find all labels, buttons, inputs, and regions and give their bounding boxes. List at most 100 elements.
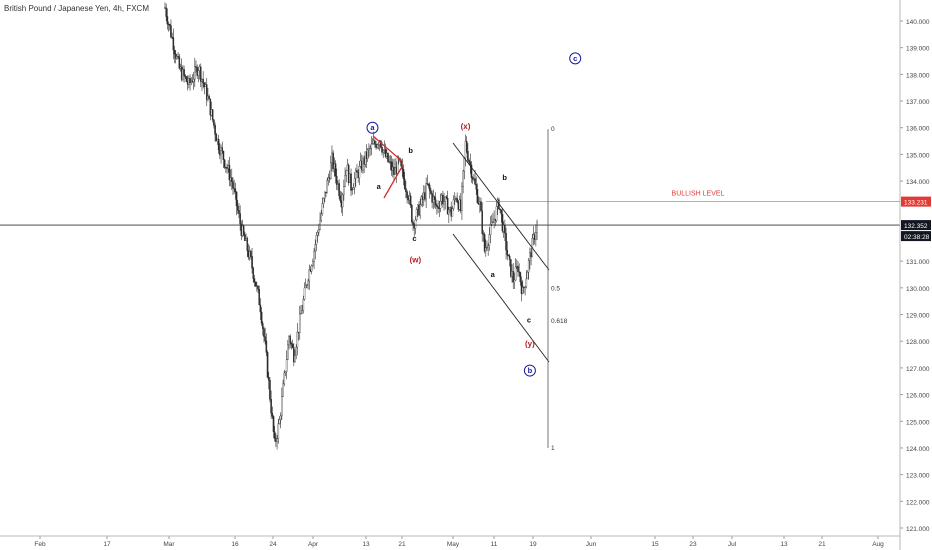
wave-circle bbox=[523, 364, 536, 377]
candle-body bbox=[200, 66, 202, 82]
candle-body bbox=[265, 340, 268, 353]
x-tick-label: May bbox=[447, 541, 460, 548]
wave-red-label: (x) bbox=[461, 122, 471, 131]
candle-body bbox=[246, 238, 249, 251]
candle-body bbox=[353, 178, 356, 188]
candle-body bbox=[287, 344, 289, 360]
channel-lower-line bbox=[452, 233, 550, 363]
y-tick-label: 130.000 bbox=[906, 286, 930, 293]
candle-body bbox=[456, 198, 458, 203]
candle-body bbox=[355, 170, 357, 179]
candle-body bbox=[222, 151, 225, 160]
candlesticks bbox=[164, 2, 538, 450]
candle-body bbox=[437, 206, 439, 209]
candle-body bbox=[344, 175, 346, 187]
candle-body bbox=[278, 419, 281, 424]
candle-body bbox=[382, 150, 385, 153]
x-tick-label: 15 bbox=[651, 541, 659, 548]
candle-body bbox=[381, 146, 383, 153]
wave-black-label: b bbox=[408, 146, 413, 155]
candle-body bbox=[320, 213, 322, 221]
candle-body bbox=[217, 139, 220, 151]
candle-body bbox=[166, 16, 169, 25]
candle-body bbox=[475, 184, 478, 190]
candle-body bbox=[314, 244, 317, 252]
candle-body bbox=[425, 183, 427, 200]
candle-body bbox=[482, 233, 485, 235]
fib-level-label: 1 bbox=[551, 445, 555, 452]
x-tick-label: 24 bbox=[269, 541, 277, 548]
candle-body bbox=[318, 229, 320, 233]
candle-body bbox=[304, 285, 307, 289]
y-tick-label: 138.000 bbox=[906, 72, 930, 79]
candle-body bbox=[300, 313, 302, 315]
candle-body bbox=[324, 191, 326, 199]
candle-body bbox=[452, 199, 455, 209]
candle-body bbox=[443, 201, 445, 205]
candle-body bbox=[215, 134, 218, 142]
candle-body bbox=[352, 187, 355, 190]
candle-body bbox=[434, 199, 437, 206]
candle-body bbox=[254, 281, 257, 287]
candle-body bbox=[341, 194, 344, 208]
candle-body bbox=[519, 272, 522, 283]
candle-body bbox=[499, 208, 501, 210]
x-tick-label: 23 bbox=[689, 541, 697, 548]
candle-body bbox=[294, 354, 296, 363]
candle-body bbox=[273, 431, 276, 439]
wave-black-label: b bbox=[502, 173, 507, 182]
candle-body bbox=[518, 271, 520, 273]
y-tick-label: 131.000 bbox=[906, 259, 930, 266]
candle-body bbox=[487, 245, 489, 248]
candle-body bbox=[170, 25, 172, 38]
candle-body bbox=[185, 76, 188, 82]
candle-body bbox=[315, 235, 318, 245]
candle-body bbox=[376, 144, 379, 148]
candle-body bbox=[231, 177, 233, 182]
candle-body bbox=[505, 232, 507, 251]
candle-body bbox=[276, 438, 278, 442]
candle-body bbox=[468, 160, 470, 163]
wave-black-label: c bbox=[527, 316, 531, 325]
candle-body bbox=[236, 205, 239, 211]
candle-body bbox=[189, 78, 191, 83]
y-tick-label: 128.000 bbox=[906, 339, 930, 346]
candle-body bbox=[306, 284, 308, 286]
candle-body bbox=[270, 399, 272, 414]
candle-body bbox=[368, 148, 370, 151]
y-axis: 121.000 122.000 123.000 124.000 125.000 126.0… bbox=[900, 19, 930, 533]
wave-circle-label: a bbox=[370, 123, 375, 132]
candle-body bbox=[371, 143, 374, 145]
candle-body bbox=[269, 380, 271, 400]
candle-body bbox=[301, 310, 303, 314]
countdown-tag-label: 02:38:28 bbox=[904, 234, 930, 241]
candle-body bbox=[208, 95, 210, 100]
candle-body bbox=[221, 147, 224, 152]
candle-body bbox=[535, 232, 537, 240]
candle-body bbox=[183, 69, 185, 76]
candle-body bbox=[517, 266, 519, 272]
candle-body bbox=[428, 185, 431, 191]
candle-body bbox=[285, 359, 288, 372]
candle-body bbox=[307, 280, 309, 286]
candle-body bbox=[504, 224, 506, 234]
wave-labels: 0 0.5 0.618 1 a b c (w) (x) (y) a b c a b c bbox=[366, 52, 582, 452]
x-tick-label: 21 bbox=[818, 541, 826, 548]
x-tick-label: Apr bbox=[308, 541, 319, 548]
candle-body bbox=[258, 289, 260, 306]
candle-body bbox=[469, 161, 472, 166]
wave-black-label: a bbox=[491, 270, 496, 279]
candle-body bbox=[445, 196, 448, 199]
candle-body bbox=[202, 79, 204, 84]
candle-body bbox=[238, 210, 240, 214]
x-tick-label: 11 bbox=[491, 541, 498, 548]
candle-body bbox=[490, 221, 493, 225]
candle-body bbox=[481, 210, 483, 234]
x-tick-label: 19 bbox=[529, 541, 537, 548]
candle-body bbox=[451, 208, 454, 217]
candle-body bbox=[338, 183, 340, 196]
candle-body bbox=[471, 177, 474, 180]
candle-body bbox=[339, 195, 342, 201]
candle-body bbox=[272, 416, 275, 432]
